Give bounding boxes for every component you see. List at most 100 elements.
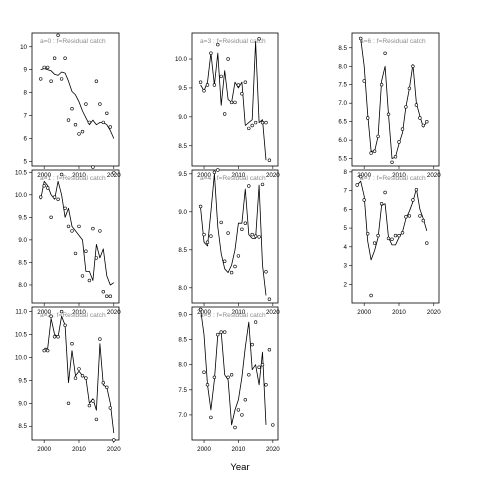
x-tick-label: 2020	[427, 309, 441, 316]
data-point	[66, 401, 71, 405]
x-tick-label: 2020	[107, 446, 121, 453]
data-point	[77, 224, 81, 229]
y-tick-label: 9.0	[178, 312, 187, 319]
data-point	[212, 375, 217, 379]
y-tick-label: 8.0	[178, 362, 187, 369]
data-point	[84, 102, 88, 106]
y-tick-label: 8.5	[178, 247, 187, 254]
data-point	[101, 290, 106, 294]
y-tick-label: 5	[344, 225, 348, 232]
data-point	[80, 129, 85, 134]
x-tick-label: 2000	[37, 446, 51, 453]
data-point	[98, 229, 102, 233]
data-point	[257, 37, 261, 41]
data-point	[198, 80, 203, 84]
data-point	[87, 278, 92, 283]
x-tick-label: 2000	[37, 309, 51, 316]
data-point	[414, 103, 419, 107]
x-tick-label: 2020	[266, 172, 280, 179]
data-point	[425, 119, 429, 124]
x-tick-label: 2000	[197, 446, 211, 453]
data-point	[264, 383, 268, 387]
data-point	[45, 65, 50, 70]
y-tick-label: 8.0	[338, 63, 347, 70]
panel-label: a=2 : f=Residual catch	[40, 312, 106, 319]
y-tick-label: 9.0	[18, 400, 27, 407]
y-tick-label: 8.5	[178, 337, 187, 344]
data-point	[260, 363, 265, 367]
data-point	[80, 274, 85, 278]
data-point	[66, 224, 71, 229]
data-point	[404, 105, 408, 109]
data-point	[84, 376, 88, 380]
panel-label: a=7 : f=Residual catch	[360, 175, 426, 182]
panel-frame	[191, 32, 279, 167]
x-tick-label: 2020	[427, 172, 441, 179]
data-point	[38, 77, 43, 81]
data-point	[404, 215, 408, 219]
data-point	[59, 309, 64, 314]
data-point	[52, 195, 57, 199]
data-point	[59, 172, 64, 177]
y-tick-label: 9.0	[178, 209, 187, 216]
data-point	[38, 195, 43, 199]
data-point	[366, 116, 370, 120]
data-point	[42, 184, 46, 188]
data-point	[202, 89, 206, 93]
panel: a=0 : f=Residual catch 5 6 7 8 9 10 2000 2010 202…	[20, 32, 121, 179]
panel-label: a=6 : f=Residual catch	[360, 38, 426, 45]
data-point	[267, 158, 272, 162]
x-tick-label: 2020	[266, 446, 280, 453]
data-point	[105, 385, 109, 389]
data-point	[77, 132, 81, 136]
panel-frame	[191, 169, 279, 304]
panel: a=6 : f=Residual catch 5.5 6.0 6.5 7.0 7.5 8.0…	[338, 32, 441, 179]
y-tick-label: 7.0	[338, 100, 347, 107]
data-point	[236, 254, 241, 258]
data-point	[101, 381, 106, 385]
fitted-line	[356, 180, 428, 261]
data-point	[257, 365, 261, 369]
data-point	[393, 233, 398, 238]
panel-frame	[351, 32, 440, 167]
data-point	[229, 100, 234, 105]
data-point	[250, 342, 254, 347]
data-point	[253, 320, 258, 324]
y-tick-label: 10.5	[15, 169, 28, 176]
y-tick-label: 6.5	[338, 119, 347, 126]
data-point	[233, 425, 237, 430]
data-point	[216, 332, 220, 337]
panel: a=4 : f=Residual catch 8.0 8.5 9.0 9.5 2000 20…	[178, 168, 280, 316]
data-point	[105, 111, 109, 116]
data-point	[271, 423, 275, 427]
panel-label: a=3 : f=Residual catch	[200, 38, 266, 45]
data-point	[49, 79, 53, 83]
x-tick-label: 2020	[266, 309, 280, 316]
data-point	[205, 83, 210, 87]
data-point	[376, 134, 380, 139]
data-point	[397, 140, 401, 144]
fitted-line	[200, 309, 267, 426]
panel-label: a=0 : f=Residual catch	[40, 38, 106, 45]
y-tick-label: 10	[20, 44, 27, 51]
fitted-line	[44, 315, 115, 434]
data-point	[70, 229, 74, 233]
data-point	[52, 56, 57, 60]
data-point	[70, 342, 74, 346]
y-tick-label: 8	[24, 90, 28, 97]
data-point	[376, 233, 380, 238]
y-tick-label: 7	[344, 188, 348, 195]
y-tick-label: 10.0	[175, 56, 188, 63]
data-point	[91, 399, 95, 403]
y-tick-label: 7.5	[178, 387, 187, 394]
data-point	[260, 182, 265, 187]
fitted-line	[200, 173, 267, 296]
data-point	[52, 335, 57, 339]
data-point	[105, 294, 109, 298]
data-point	[379, 82, 384, 87]
data-point	[372, 149, 377, 153]
x-tick-label: 2000	[197, 172, 211, 179]
x-tick-label: 2000	[357, 309, 371, 316]
data-point	[87, 120, 92, 125]
